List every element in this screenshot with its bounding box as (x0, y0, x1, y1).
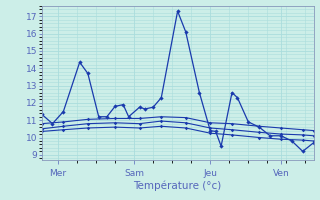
X-axis label: Température (°c): Température (°c) (133, 181, 222, 191)
